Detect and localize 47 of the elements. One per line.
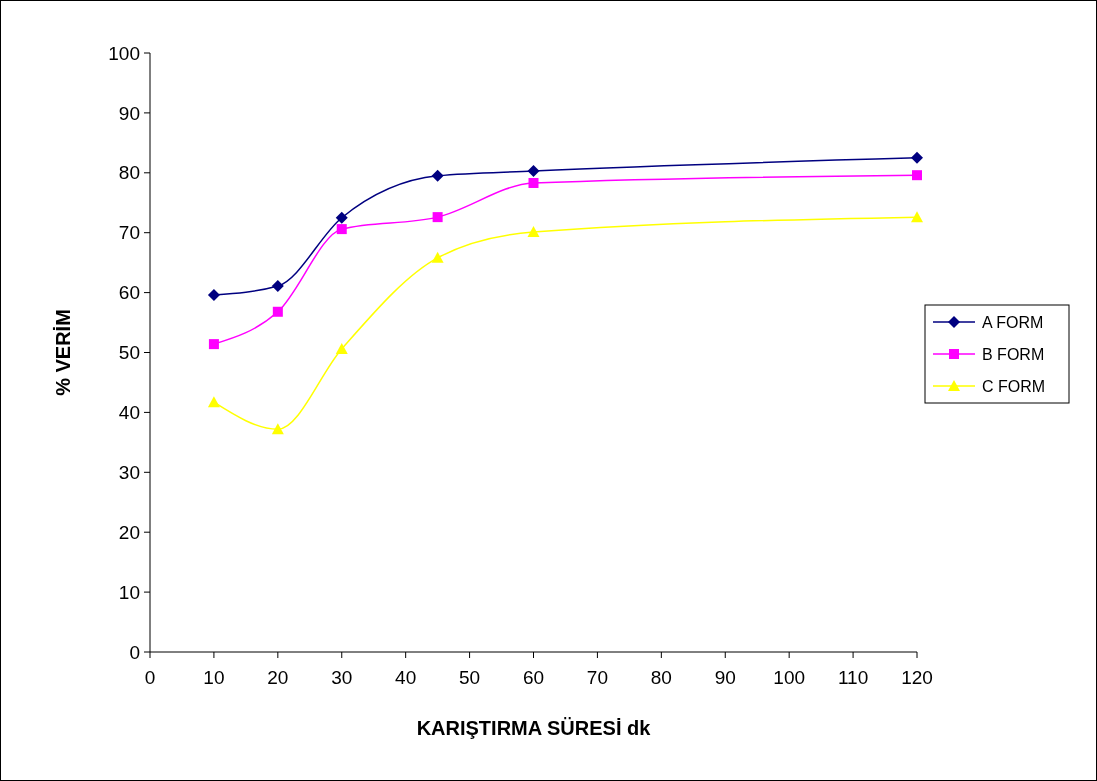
- x-tick-label: 30: [331, 667, 353, 688]
- x-tick-label: 0: [144, 667, 156, 688]
- legend-label: B FORM: [982, 345, 1045, 363]
- point: [527, 226, 540, 238]
- point: [208, 339, 219, 350]
- y-tick-label: 100: [108, 42, 140, 64]
- point: [271, 280, 284, 293]
- x-axis-title: KARIŞTIRMA SÜRESİ dk: [416, 717, 652, 739]
- point: [335, 342, 348, 354]
- point: [432, 212, 443, 223]
- x-tick-label: 10: [203, 667, 225, 688]
- point: [911, 211, 923, 223]
- point: [527, 165, 540, 177]
- point: [911, 151, 923, 164]
- y-tick-label: 50: [118, 342, 140, 364]
- x-tick-label: 100: [773, 667, 806, 688]
- point: [207, 289, 220, 301]
- legend-label: A FORM: [982, 313, 1044, 331]
- x-tick-label: 70: [586, 667, 608, 688]
- y-tick-label: 30: [118, 461, 140, 483]
- legend-label: C FORM: [982, 377, 1046, 395]
- x-tick-label: 90: [714, 667, 736, 688]
- x-tick-label: 40: [395, 667, 417, 688]
- y-tick-label: 0: [129, 641, 140, 663]
- x-tick-label: 120: [901, 667, 933, 688]
- y-tick-label: 10: [118, 581, 140, 603]
- y-tick-label: 20: [118, 521, 140, 543]
- point: [431, 251, 444, 263]
- point: [207, 396, 220, 408]
- x-tick-label: 50: [459, 667, 481, 688]
- y-tick-label: 90: [118, 102, 140, 124]
- y-tick-label: 40: [118, 402, 140, 424]
- point: [431, 169, 444, 182]
- x-tick-label: 20: [267, 667, 289, 688]
- y-tick-label: 80: [118, 162, 140, 184]
- x-tick-label: 60: [522, 667, 545, 688]
- y-tick-label: 70: [118, 222, 140, 244]
- point: [271, 423, 284, 435]
- y-axis-title: % VERİM: [52, 309, 74, 396]
- x-tick-label: 80: [650, 667, 672, 688]
- point: [335, 211, 348, 224]
- point: [528, 177, 539, 188]
- x-tick-label: 110: [837, 667, 869, 688]
- point: [272, 306, 283, 317]
- point: [336, 224, 347, 235]
- point: [912, 170, 922, 181]
- y-tick-label: 60: [118, 282, 140, 304]
